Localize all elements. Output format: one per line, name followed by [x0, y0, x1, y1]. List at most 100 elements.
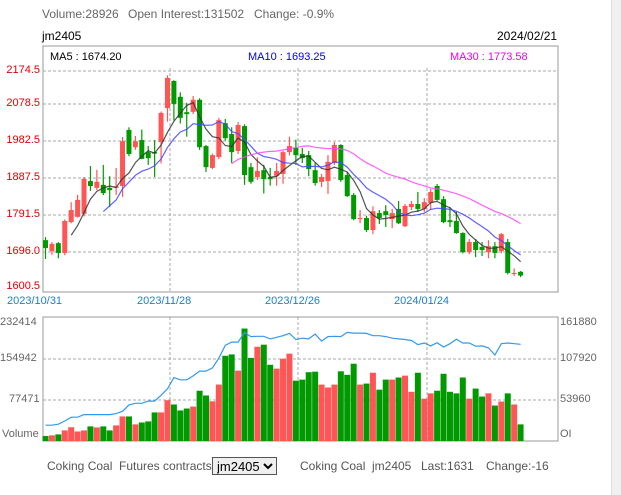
contract-select[interactable]: jm2405	[212, 457, 277, 475]
volume-bar	[55, 434, 62, 441]
info-symbol: jm2405	[372, 459, 412, 473]
volume-bar	[299, 379, 306, 441]
candle-up	[408, 204, 414, 208]
candle-down	[107, 187, 113, 191]
candle-down	[460, 233, 466, 253]
candle-down	[479, 246, 485, 250]
volume-bar	[151, 412, 158, 441]
info-change: Change:-16	[486, 459, 549, 473]
candle-up	[331, 144, 337, 164]
volume-bar	[414, 372, 421, 441]
volume-bar	[363, 383, 370, 441]
info-last: Last:1631	[421, 459, 474, 473]
candle-up	[94, 181, 100, 188]
volume-bar	[93, 427, 100, 441]
x-tick: 2023/11/28	[137, 295, 192, 307]
candle-down	[473, 242, 479, 250]
date-label: 2024/02/21	[497, 29, 558, 43]
volume-bar	[331, 384, 338, 441]
candle-down	[222, 123, 228, 139]
candle-down	[364, 217, 369, 231]
legend-ma5: MA5 : 1674.20	[50, 51, 122, 63]
volume-bar	[453, 393, 460, 441]
candle-up	[421, 202, 427, 209]
symbol-label: jm2405	[42, 29, 82, 43]
volume-bar	[491, 405, 498, 441]
volume-bar	[68, 427, 75, 441]
header-change: Change: -0.9%	[254, 7, 335, 21]
volume-bar	[267, 364, 274, 441]
candle-down	[376, 213, 382, 218]
candle-down	[126, 129, 132, 154]
y-tick: 1791.5	[6, 208, 40, 220]
oi-tick: 161880	[560, 316, 597, 328]
candle-up	[164, 77, 170, 109]
candle-down	[242, 126, 248, 176]
candle-up	[254, 170, 260, 177]
candle-down	[261, 170, 267, 180]
volume-bar	[312, 371, 319, 441]
volume-bar	[138, 422, 145, 441]
volume-bar	[369, 372, 376, 441]
volume-bar	[408, 391, 415, 441]
volume-bar	[421, 398, 428, 441]
volume-bar	[100, 426, 107, 441]
legend-ma30: MA30 : 1773.58	[450, 51, 528, 63]
oi-tick: 107920	[560, 352, 597, 364]
volume-bar	[170, 404, 177, 441]
candle-up	[62, 220, 68, 253]
volume-bar	[106, 430, 113, 441]
y-tick: 1887.5	[6, 171, 40, 183]
volume-bar	[511, 404, 518, 441]
volume-bar	[241, 328, 248, 441]
volume-bar	[177, 410, 184, 441]
candle-down	[177, 96, 183, 118]
candle-up	[389, 213, 395, 220]
oi-tick: 53960	[560, 393, 591, 405]
volume-bar	[395, 377, 402, 441]
volume-bar	[427, 393, 434, 441]
x-tick: 2023/12/26	[265, 295, 321, 307]
volume-bar	[81, 430, 88, 441]
open-interest-line	[45, 331, 521, 426]
y-tick: 2078.5	[6, 97, 40, 109]
volume-bar	[235, 370, 242, 441]
candle-down	[229, 134, 235, 153]
volume-bar	[190, 406, 197, 441]
header-open-interest: Open Interest:131502	[128, 7, 245, 21]
volume-bar	[48, 435, 55, 441]
volume-bar	[273, 368, 280, 441]
volume-bar	[382, 379, 389, 441]
volume-bar	[209, 401, 216, 441]
candle-down	[434, 185, 440, 200]
scrollbar[interactable]	[611, 0, 621, 495]
candle-up	[511, 272, 517, 275]
volume-bar	[357, 384, 364, 441]
candle-down	[248, 167, 254, 182]
volume-bar	[132, 424, 139, 441]
header-volume: Volume:28926	[42, 7, 119, 21]
volume-bar	[434, 390, 441, 441]
volume-bar	[87, 426, 94, 441]
volume-bar	[113, 425, 120, 441]
volume-bar	[402, 375, 409, 441]
volume-bar	[517, 424, 524, 441]
candle-down	[505, 242, 511, 273]
candle-down	[139, 140, 145, 159]
candle-up	[428, 192, 434, 203]
candle-up	[325, 161, 331, 182]
volume-bar	[324, 387, 331, 441]
y-tick: 2174.5	[6, 64, 40, 76]
candle-up	[402, 205, 408, 227]
candle-down	[441, 199, 447, 223]
candle-down	[293, 147, 299, 156]
candle-up	[68, 210, 74, 223]
candle-up	[274, 170, 280, 176]
candle-down	[383, 211, 389, 215]
volume-bar	[203, 395, 209, 441]
volume-bar	[247, 357, 254, 441]
volume-bar	[389, 379, 396, 441]
candle-up	[81, 178, 87, 214]
x-tick: 2023/10/31	[7, 295, 63, 307]
